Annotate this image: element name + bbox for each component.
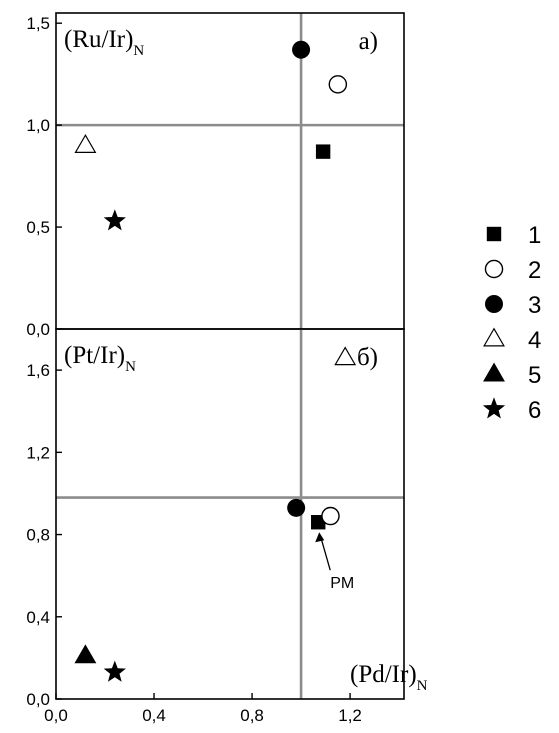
legend-marker-4: [483, 327, 505, 347]
panel-b-points: [74, 346, 357, 682]
data-point-series-6: [103, 209, 126, 231]
y-tick-label: 0,0: [26, 690, 50, 709]
legend-label-4: 4: [528, 327, 541, 354]
legend-marker-2: [484, 259, 504, 279]
panel-a-label: а): [359, 28, 378, 55]
pm-annotation: PM: [315, 532, 354, 592]
panel-b-y-label: (Pt/Ir)N: [64, 342, 136, 375]
panel-a-frame: [55, 12, 405, 330]
panel-b-x-label: (Pd/Ir)N: [350, 661, 428, 694]
data-point-series-2: [328, 75, 348, 94]
legend-marker-6: [482, 397, 506, 419]
data-point-series-2: [321, 506, 340, 526]
data-point-series-4: [74, 134, 97, 153]
panel-b-label: б): [357, 344, 378, 371]
panel-a-y-label: (Ru/Ir)N: [64, 26, 144, 59]
legend-marker-3: [485, 295, 503, 313]
pm-arrow-head: [315, 532, 325, 543]
y-tick-label: 0,8: [26, 526, 50, 545]
panel-a: 0,0 0,5 1,0 1,5 (Ru/Ir)N а): [26, 12, 405, 339]
y-tick-label: 1,2: [26, 443, 50, 462]
legend-label-3: 3: [528, 292, 541, 319]
legend-label-5: 5: [528, 362, 541, 389]
y-tick-label: 1,6: [26, 361, 50, 380]
legend: 1 2 3 4 5 6: [482, 222, 541, 424]
x-tick-label: 0,4: [142, 706, 166, 725]
legend-label-1: 1: [528, 222, 541, 249]
data-point-series-5: [74, 644, 97, 664]
panel-b-frame: [55, 328, 405, 700]
data-point-series-1: [315, 144, 331, 159]
panel-b: 0,00,40,81,21,60,0 0,4 0,8 1,2 PM (Pt/Ir)N …: [26, 328, 428, 725]
data-point-series-6: [103, 660, 126, 682]
legend-label-2: 2: [528, 257, 541, 284]
panel-a-y-ticks: 0,0 0,5 1,0 1,5: [26, 14, 62, 339]
pm-arrow-line: [319, 535, 331, 571]
panel-b-ticks: 0,0 0,4 0,8 1,2 1,6 0,0 0,4 0,8 1,2: [26, 361, 362, 725]
data-point-series-3: [292, 40, 311, 59]
y-tick-label: 0,0: [26, 320, 50, 339]
y-tick-label: 0,4: [26, 608, 50, 627]
x-tick-label: 0,0: [44, 706, 68, 725]
data-point-series-4: [334, 346, 357, 366]
data-point-series-3: [287, 498, 306, 517]
panel-a-points: [74, 40, 348, 231]
legend-marker-1: [486, 226, 502, 242]
pm-annotation-label: PM: [330, 575, 354, 592]
panel-b-reference-lines: [56, 329, 404, 699]
legend-marker-5: [483, 362, 505, 382]
x-tick-label: 1,2: [338, 706, 362, 725]
panel-a-reference-lines: [56, 13, 404, 329]
y-tick-label: 1,0: [26, 116, 50, 135]
legend-label-6: 6: [528, 397, 541, 424]
y-tick-label: 1,5: [26, 14, 50, 33]
x-tick-label: 0,8: [240, 706, 264, 725]
y-tick-label: 0,5: [26, 218, 50, 237]
